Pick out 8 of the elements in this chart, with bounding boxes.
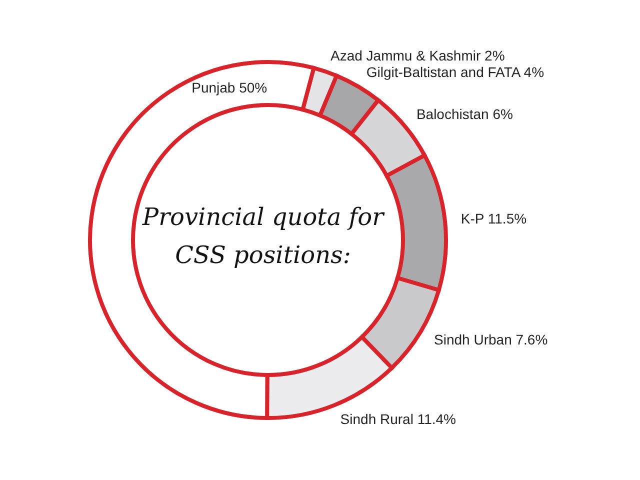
slice-label: Azad Jammu & Kashmir 2% bbox=[330, 47, 505, 64]
slice-label: Sindh Rural 11.4% bbox=[340, 411, 456, 428]
slice-label: K-P 11.5% bbox=[460, 210, 527, 227]
text: Provincial quota for CSS positions: bbox=[141, 203, 386, 269]
slice-label: Sindh Urban 7.6% bbox=[434, 331, 548, 348]
slice-label: Balochistan 6% bbox=[416, 106, 513, 122]
slice-label: Gilgit-Baltistan and FATA 4% bbox=[366, 64, 544, 80]
slice-label: Punjab 50% bbox=[192, 79, 268, 96]
